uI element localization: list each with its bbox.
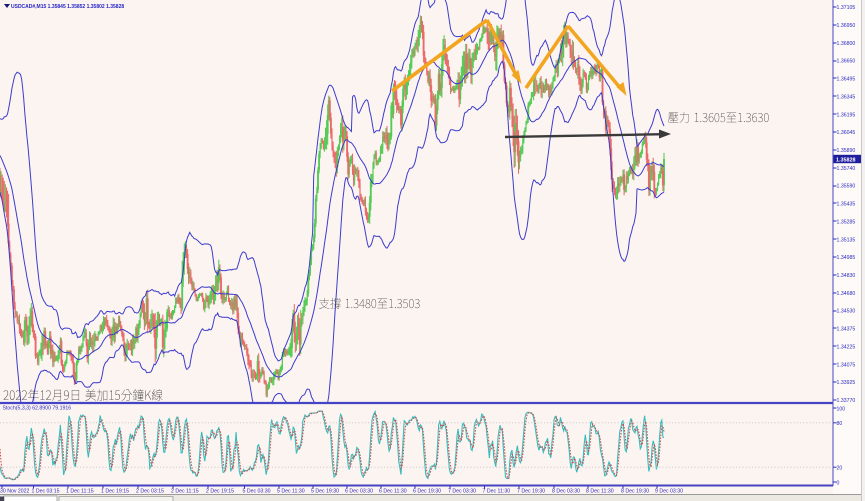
- svg-text:1.35135: 1.35135: [837, 237, 856, 243]
- svg-text:1.35285: 1.35285: [837, 219, 856, 225]
- svg-text:6 Dec 19:30: 6 Dec 19:30: [413, 489, 441, 495]
- svg-text:1.35828: 1.35828: [836, 157, 856, 163]
- svg-text:1.36495: 1.36495: [837, 77, 856, 83]
- svg-text:5 Dec 19:30: 5 Dec 19:30: [311, 489, 339, 495]
- svg-text:6 Dec 11:30: 6 Dec 11:30: [379, 489, 407, 495]
- svg-text:1.35740: 1.35740: [837, 166, 856, 172]
- svg-text:1.36345: 1.36345: [837, 94, 856, 100]
- svg-text:7 Dec 03:30: 7 Dec 03:30: [448, 489, 476, 495]
- svg-text:1.35435: 1.35435: [837, 202, 856, 208]
- svg-text:20: 20: [837, 466, 843, 472]
- svg-text:1.36950: 1.36950: [837, 23, 856, 29]
- svg-text:1.36800: 1.36800: [837, 41, 856, 47]
- svg-text:1.36045: 1.36045: [837, 130, 856, 136]
- svg-text:1.35590: 1.35590: [837, 184, 856, 190]
- svg-text:80: 80: [837, 421, 843, 427]
- svg-text:1.33770: 1.33770: [837, 398, 856, 404]
- svg-text:2 Dec 19:15: 2 Dec 19:15: [206, 489, 234, 495]
- svg-text:0: 0: [837, 480, 840, 486]
- svg-text:1.34530: 1.34530: [837, 309, 856, 315]
- svg-text:8 Dec 19:30: 8 Dec 19:30: [621, 489, 649, 495]
- svg-text:1 Dec 11:15: 1 Dec 11:15: [66, 489, 94, 495]
- svg-text:5 Dec 03:30: 5 Dec 03:30: [243, 489, 271, 495]
- svg-text:1 Dec 19:15: 1 Dec 19:15: [101, 489, 129, 495]
- svg-text:1.34225: 1.34225: [837, 344, 856, 350]
- svg-text:1.34985: 1.34985: [837, 255, 856, 261]
- svg-text:1.35890: 1.35890: [837, 148, 856, 154]
- svg-text:9 Dec 03:30: 9 Dec 03:30: [655, 489, 683, 495]
- svg-text:2 Dec 03:15: 2 Dec 03:15: [136, 489, 164, 495]
- svg-text:7 Dec 19:30: 7 Dec 19:30: [517, 489, 545, 495]
- svg-text:8 Dec 11:30: 8 Dec 11:30: [586, 489, 614, 495]
- svg-text:5 Dec 11:30: 5 Dec 11:30: [277, 489, 305, 495]
- svg-text:100: 100: [837, 406, 846, 412]
- svg-text:Stoch(5,3,3) 62.8900 79.1916: Stoch(5,3,3) 62.8900 79.1916: [3, 405, 72, 411]
- svg-text:1.34075: 1.34075: [837, 362, 856, 368]
- svg-text:6 Dec 03:30: 6 Dec 03:30: [345, 489, 373, 495]
- svg-text:1.34830: 1.34830: [837, 273, 856, 279]
- svg-text:1.34680: 1.34680: [837, 291, 856, 297]
- svg-text:30 Nov 2022: 30 Nov 2022: [0, 489, 30, 495]
- svg-text:1.36650: 1.36650: [837, 59, 856, 65]
- svg-text:1.33925: 1.33925: [837, 380, 856, 386]
- svg-text:USDCAD#,M15 1.35845 1.35852 1.: USDCAD#,M15 1.35845 1.35852 1.35802 1.35…: [11, 4, 124, 10]
- svg-text:1.36195: 1.36195: [837, 112, 856, 118]
- svg-text:1 Dec 03:15: 1 Dec 03:15: [32, 489, 60, 495]
- svg-text:8 Dec 03:30: 8 Dec 03:30: [552, 489, 580, 495]
- svg-text:1.34375: 1.34375: [837, 327, 856, 333]
- svg-text:7 Dec 11:30: 7 Dec 11:30: [483, 489, 511, 495]
- svg-text:2 Dec 11:15: 2 Dec 11:15: [171, 489, 199, 495]
- svg-text:1.37105: 1.37105: [837, 5, 856, 11]
